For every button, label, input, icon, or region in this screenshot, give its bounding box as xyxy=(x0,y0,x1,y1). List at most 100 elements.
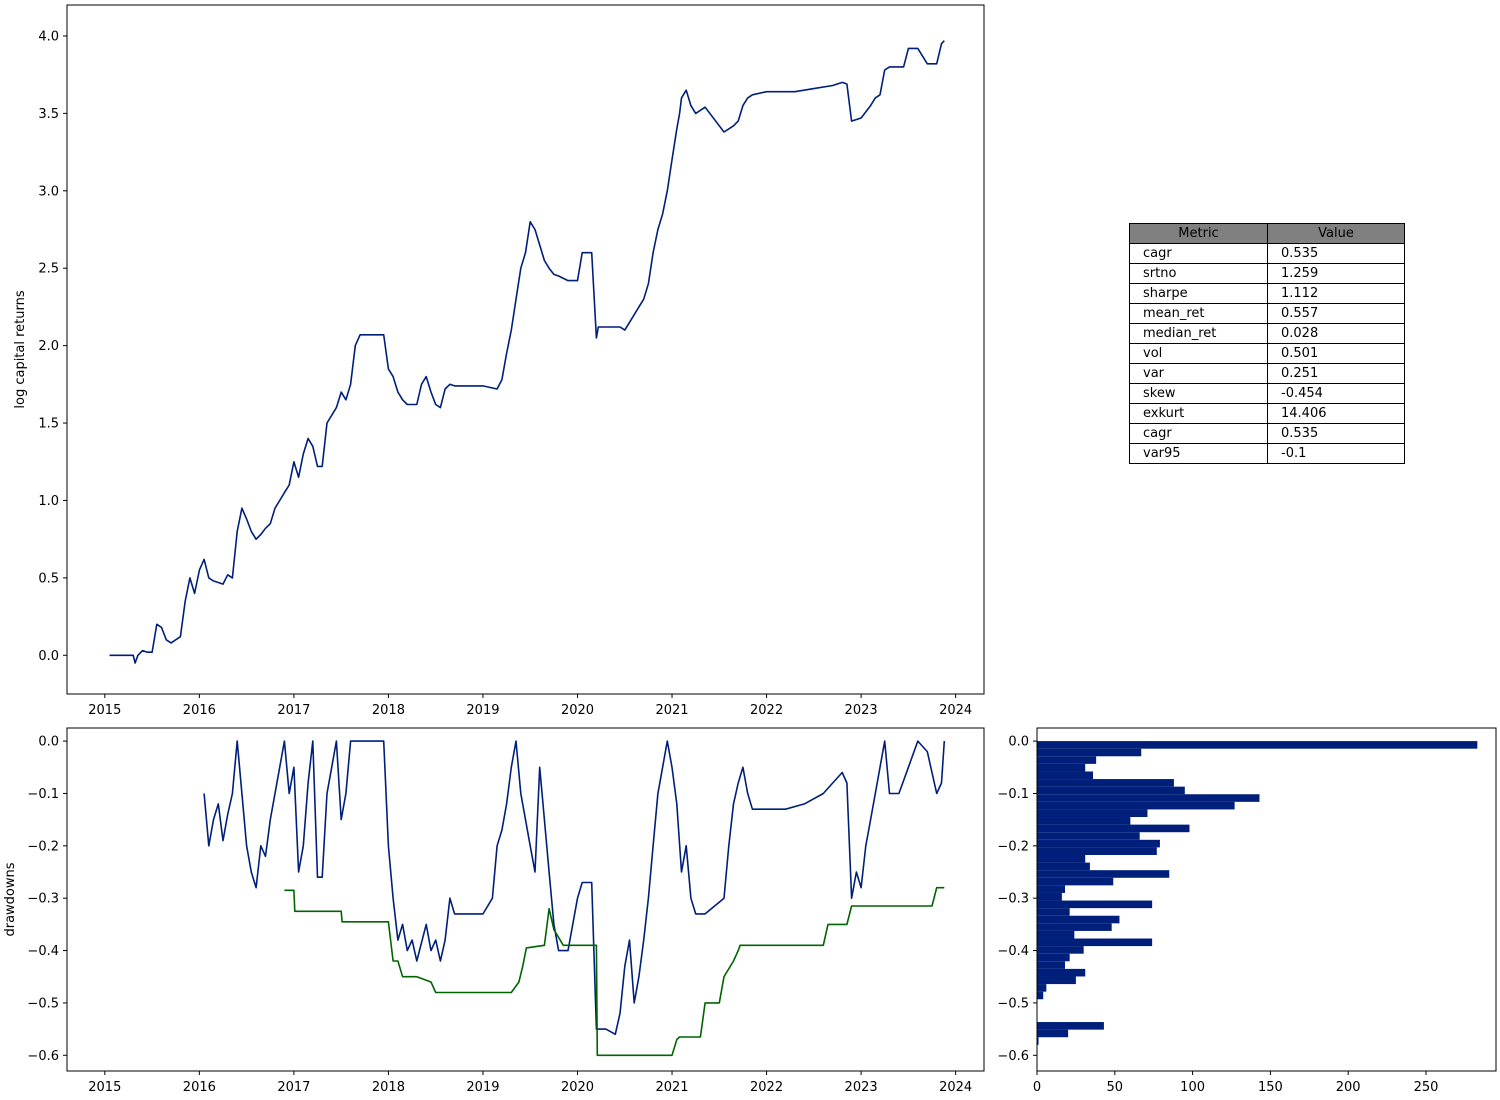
y-tick-label: −0.5 xyxy=(27,996,59,1011)
series-line-log-capital-returns xyxy=(109,40,945,664)
y-tick-label: −0.2 xyxy=(27,839,59,854)
histogram-bar xyxy=(1037,984,1047,992)
value-column-header: Value xyxy=(1267,223,1405,244)
x-tick-label: 100 xyxy=(1180,1080,1205,1095)
y-tick-label: 2.0 xyxy=(38,339,59,354)
metrics-row: exkurt 14.406 xyxy=(1129,403,1405,424)
histogram-bar xyxy=(1037,930,1075,939)
x-tick-label: 2016 xyxy=(183,703,216,718)
metric-value-cell: -0.1 xyxy=(1267,443,1405,464)
histogram-bar xyxy=(1037,862,1090,871)
y-axis-label: drawdowns xyxy=(3,862,18,936)
metrics-header-row: Metric Value xyxy=(1129,223,1405,244)
y-tick-label: −0.3 xyxy=(27,892,59,907)
metric-name-cell: vol xyxy=(1129,343,1268,364)
y-tick-label: −0.1 xyxy=(997,787,1029,802)
series-line-drawdown xyxy=(203,740,946,1036)
metrics-row: cagr 0.535 xyxy=(1129,423,1405,444)
x-tick-label: 2015 xyxy=(88,703,121,718)
y-tick-label: −0.6 xyxy=(27,1049,59,1064)
x-tick-label: 2016 xyxy=(183,1080,216,1095)
y-tick-label: 3.0 xyxy=(38,184,59,199)
x-tick-label: 2017 xyxy=(277,1080,310,1095)
metric-value-cell: 0.501 xyxy=(1267,343,1405,364)
histogram-bar xyxy=(1037,991,1044,1000)
drawdown-histogram-panel: 0 50 100 150 200 250 0.0 −0.1 −0.2 −0.3 −0.4 −0.5 −0… xyxy=(997,727,1497,1095)
histogram-bar xyxy=(1037,763,1086,772)
x-tick-label: 2018 xyxy=(372,1080,405,1095)
histogram-bar xyxy=(1037,885,1066,893)
histogram-bar xyxy=(1037,946,1084,954)
histogram-bar xyxy=(1037,794,1260,802)
x-tick-label: 250 xyxy=(1414,1080,1439,1095)
y-tick-label: 0.0 xyxy=(38,735,59,750)
x-tick-label: 2021 xyxy=(655,703,688,718)
metrics-table: Metric Value cagr 0.535 srtno 1.259 sharpe 1.… xyxy=(1129,223,1405,464)
metrics-row: skew -0.454 xyxy=(1129,383,1405,404)
metric-name-cell: srtno xyxy=(1129,263,1268,284)
histogram-bar xyxy=(1037,908,1070,916)
metrics-row: mean_ret 0.557 xyxy=(1129,303,1405,324)
y-tick-label: 2.5 xyxy=(38,262,59,277)
x-tick-label: 2020 xyxy=(561,1080,594,1095)
metrics-row: var 0.251 xyxy=(1129,363,1405,384)
histogram-bar xyxy=(1037,756,1097,764)
x-tick-label: 2023 xyxy=(845,1080,878,1095)
metric-value-cell: 0.028 xyxy=(1267,323,1405,344)
metric-name-cell: var xyxy=(1129,363,1268,384)
metric-column-header: Metric xyxy=(1129,223,1268,244)
histogram-bar xyxy=(1037,915,1120,924)
metric-name-cell: var95 xyxy=(1129,443,1268,464)
x-tick-label: 2024 xyxy=(939,1080,972,1095)
metric-value-cell: 1.112 xyxy=(1267,283,1405,304)
metric-value-cell: 0.535 xyxy=(1267,423,1405,444)
metric-name-cell: sharpe xyxy=(1129,283,1268,304)
x-tick-label: 2020 xyxy=(561,703,594,718)
metrics-row: cagr 0.535 xyxy=(1129,243,1405,264)
histogram-bar xyxy=(1037,854,1086,863)
histogram-bar xyxy=(1037,976,1076,985)
axes-frame xyxy=(1036,727,1497,1072)
histogram-bar xyxy=(1037,900,1153,909)
y-tick-label: 4.0 xyxy=(38,29,59,44)
x-tick-label: 2018 xyxy=(372,703,405,718)
histogram-bar xyxy=(1037,771,1094,780)
x-tick-label: 150 xyxy=(1258,1080,1283,1095)
metric-name-cell: cagr xyxy=(1129,423,1268,444)
histogram-bar xyxy=(1037,832,1140,840)
y-tick-label: −0.5 xyxy=(997,996,1029,1011)
metrics-row: median_ret 0.028 xyxy=(1129,323,1405,344)
x-tick-label: 2023 xyxy=(845,703,878,718)
metric-value-cell: 0.557 xyxy=(1267,303,1405,324)
metrics-row: srtno 1.259 xyxy=(1129,263,1405,284)
x-tick-label: 2022 xyxy=(750,1080,783,1095)
y-tick-label: 0.0 xyxy=(38,649,59,664)
metric-value-cell: 0.251 xyxy=(1267,363,1405,384)
histogram-bar xyxy=(1037,938,1153,947)
histogram-bar xyxy=(1037,1037,1039,1045)
metric-name-cell: median_ret xyxy=(1129,323,1268,344)
histogram-bar xyxy=(1037,870,1170,878)
metrics-row: sharpe 1.112 xyxy=(1129,283,1405,304)
x-tick-label: 2022 xyxy=(750,703,783,718)
drawdowns-panel: 2015 2016 2017 2018 2019 2020 2021 2022 2023 2024… xyxy=(3,727,985,1095)
axes-frame xyxy=(66,727,985,1072)
histogram-bar xyxy=(1037,801,1235,810)
y-tick-label: 0.5 xyxy=(38,571,59,586)
y-tick-label: −0.4 xyxy=(27,944,59,959)
x-tick-label: 2021 xyxy=(655,1080,688,1095)
x-tick-label: 200 xyxy=(1336,1080,1361,1095)
x-tick-label: 0 xyxy=(1033,1080,1041,1095)
series-line-max-drawdown xyxy=(284,886,945,1057)
histogram-bar xyxy=(1037,1029,1069,1038)
histogram-bar xyxy=(1037,779,1174,787)
metric-name-cell: exkurt xyxy=(1129,403,1268,424)
y-axis-label: log capital returns xyxy=(13,290,28,408)
y-tick-label: 1.5 xyxy=(38,417,59,432)
histogram-bar xyxy=(1037,817,1131,825)
y-tick-label: −0.1 xyxy=(27,787,59,802)
x-tick-label: 50 xyxy=(1107,1080,1124,1095)
y-tick-label: 1.0 xyxy=(38,494,59,509)
metric-value-cell: -0.454 xyxy=(1267,383,1405,404)
metric-name-cell: cagr xyxy=(1129,243,1268,264)
